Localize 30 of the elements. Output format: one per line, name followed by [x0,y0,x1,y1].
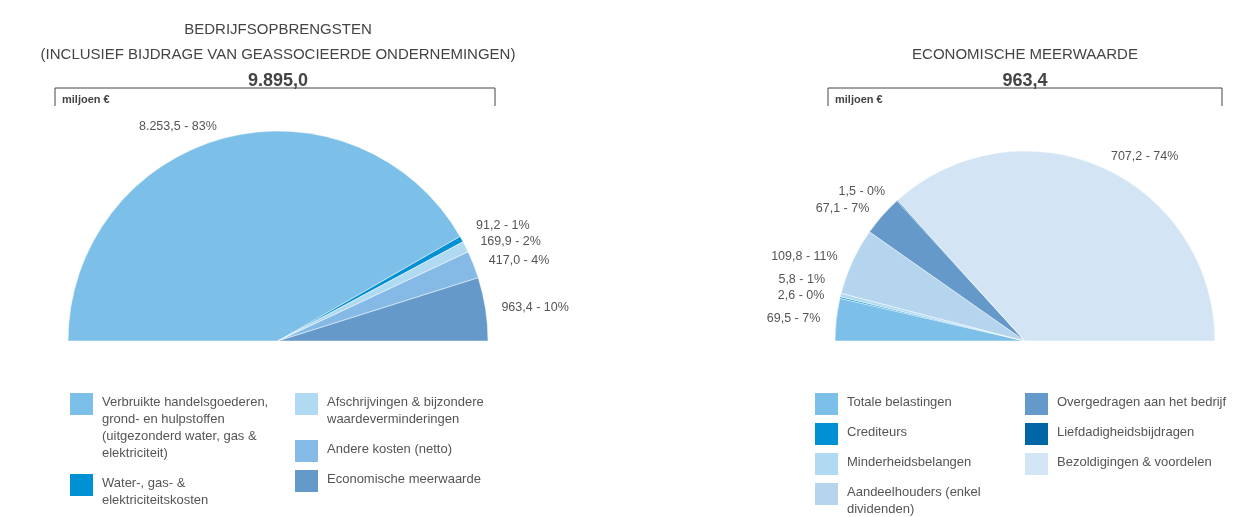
legend-label: Water-, gas- & elektriciteitskosten [102,475,209,507]
data-label: 1,5 - 0% [838,184,886,199]
legend-label: Minderheidsbelangen [847,454,972,469]
data-label: 707,2 - 74% [1110,149,1179,164]
data-label: 963,4 - 10% [501,300,569,315]
data-label: 69,5 - 7% [766,311,821,326]
data-label: 8.253,5 - 83% [138,119,217,134]
chart-title: ECONOMISCHE MEERWAARDE [912,45,1138,62]
data-label: 169,9 - 2% [480,234,541,249]
chart-title: BEDRIJFSOPBRENGSTEN (INCLUSIEF BIJDRAGE VAN GEASSOCIEERDE ONDERNEMINGEN) [40,20,516,62]
legend-label: Economische meerwaarde [327,471,481,486]
data-label: 5,8 - 1% [778,271,826,286]
legend-label: Aandeelhouders (enkel dividenden) [847,484,981,516]
data-label: 417,0 - 4% [488,253,550,268]
legend-label: Totale belastingen [847,394,952,409]
chart-subtitle: 9.895,0 [247,70,309,90]
chart-subtitle: 963,4 [1002,70,1048,90]
legend-label: Liefdadigheidsbijdragen [1057,424,1195,439]
legend-label: Overgedragen aan het bedrijf [1057,394,1227,409]
legend-label: Verbruikte handelsgoederen, grond- en hulpstoffen (uitgezonderd water, gas & elektriciteit) [102,394,269,460]
legend-label: Andere kosten (netto) [327,441,453,456]
legend-label: Crediteurs [847,424,908,439]
text: miljoen € [62,93,110,105]
text: miljoen € [835,93,883,105]
data-label: 109,8 - 11% [771,249,838,264]
data-label: 2,6 - 0% [777,287,825,302]
legend-label: Afschrijvingen & bijzondere waardeverminderingen [326,394,484,426]
legend-label: Bezoldigingen & voordelen [1057,454,1212,469]
data-label: 91,2 - 1% [476,218,530,233]
data-label: 67,1 - 7% [815,200,870,215]
